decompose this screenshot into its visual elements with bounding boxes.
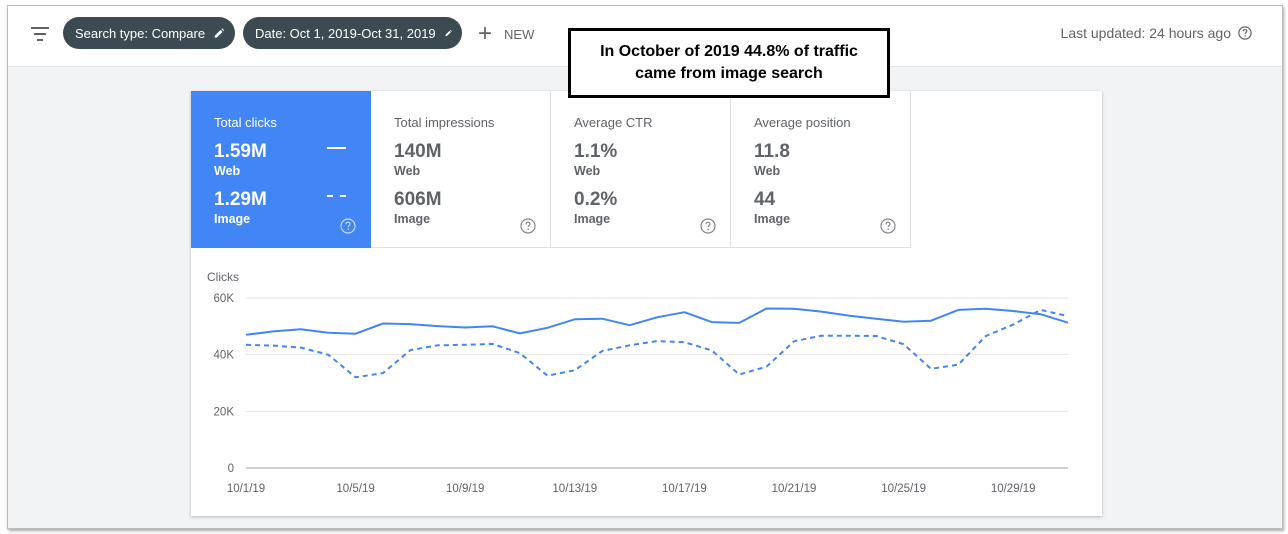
help-circle-icon[interactable] [880,218,896,234]
metric-image-value: 606M [394,189,442,210]
y-tick-label: 0 [228,463,234,475]
x-tick-label: 10/5/19 [336,483,374,495]
new-filter-label: NEW [504,26,535,42]
help-circle-icon[interactable] [1238,26,1252,40]
metric-web-value: 140M [394,141,442,162]
x-tick-label: 10/29/19 [991,483,1036,495]
metric-title: Average CTR [574,115,653,130]
metric-title: Total clicks [214,115,277,130]
help-circle-icon[interactable] [340,218,356,234]
metric-average-ctr[interactable]: Average CTR 1.1% Web 0.2% Image [551,91,731,248]
top-toolbar: Search type: Compare Date: Oct 1, 2019-O… [8,6,1282,67]
x-tick-label: 10/9/19 [446,483,484,495]
metric-title: Total impressions [394,115,495,130]
web-clicks-series-line[interactable] [245,307,1069,336]
date-range-chip[interactable]: Date: Oct 1, 2019-Oct 31, 2019 [243,17,462,49]
y-tick-label: 40K [214,350,235,362]
search-type-chip[interactable]: Search type: Compare [63,17,235,49]
last-updated-status: Last updated: 24 hours ago [1061,25,1252,41]
metric-average-position[interactable]: Average position 11.8 Web 44 Image [731,91,911,248]
performance-card: Total clicks 1.59M Web 1.29M Image Total… [191,91,1102,516]
filter-list-icon[interactable] [30,26,50,42]
metric-image-value: 1.29M [214,189,267,210]
legend-solid-line [327,147,346,149]
metric-web-value: 1.1% [574,141,618,162]
annotation-callout: In October of 2019 44.8% of traffic came… [568,28,890,98]
metric-web-value: 1.59M [214,141,267,162]
x-tick-label: 10/25/19 [881,483,926,495]
help-circle-icon[interactable] [520,218,536,234]
metric-image-label: Image [754,212,791,226]
app-frame: Search type: Compare Date: Oct 1, 2019-O… [7,5,1283,529]
y-axis-label: Clicks [207,270,239,284]
new-filter-button[interactable]: + NEW [478,20,534,48]
metric-web-label: Web [394,164,421,178]
pencil-icon [214,28,225,38]
help-circle-icon[interactable] [700,218,716,234]
metric-web-label: Web [754,164,781,178]
metric-image-value: 0.2% [574,189,618,210]
date-range-chip-label: Date: Oct 1, 2019-Oct 31, 2019 [255,25,436,41]
metric-total-impressions[interactable]: Total impressions 140M Web 606M Image [371,91,551,248]
legend-dashed-line [327,195,346,197]
image-clicks-series-line[interactable] [245,308,1069,379]
x-tick-label: 10/13/19 [552,483,597,495]
x-tick-label: 10/17/19 [662,483,707,495]
metric-title: Average position [754,115,851,130]
plus-icon: + [478,20,493,47]
annotation-callout-text: In October of 2019 44.8% of traffic came… [600,43,858,82]
metric-image-value: 44 [754,189,776,210]
y-tick-label: 60K [214,293,235,305]
metric-image-label: Image [394,212,431,226]
search-type-chip-label: Search type: Compare [75,25,206,41]
last-updated-text: Last updated: 24 hours ago [1060,25,1231,41]
x-tick-label: 10/1/19 [227,483,265,495]
y-tick-label: 20K [214,406,235,418]
metric-image-label: Image [214,212,251,226]
metric-total-clicks[interactable]: Total clicks 1.59M Web 1.29M Image [191,91,371,248]
x-tick-label: 10/21/19 [772,483,817,495]
metric-web-label: Web [214,164,241,178]
metric-web-value: 11.8 [754,141,790,162]
clicks-line-chart: Clicks 0 20K 40K 60K 10/1/19 10/5/19 10/9/19 10… [207,270,1069,495]
pencil-icon [445,29,452,37]
metric-image-label: Image [574,212,611,226]
metric-web-label: Web [574,164,601,178]
